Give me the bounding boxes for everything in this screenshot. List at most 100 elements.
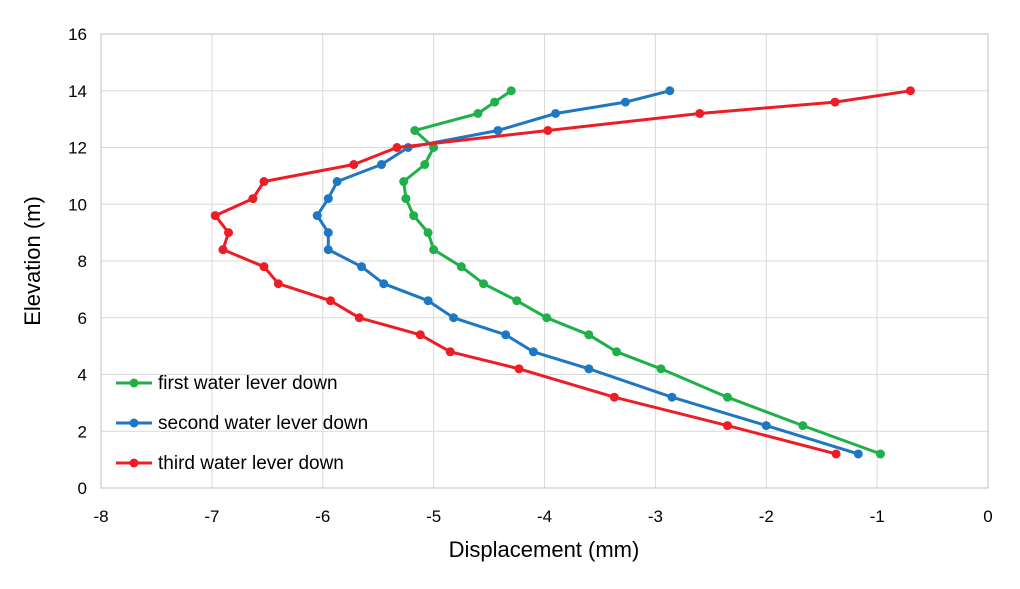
legend-entry-third: third water lever down (116, 453, 344, 474)
data-point (490, 97, 500, 107)
data-point (665, 86, 675, 96)
data-point (259, 262, 269, 272)
x-tick-label: -1 (870, 507, 885, 526)
y-tick-label: 0 (78, 479, 87, 498)
y-tick-label: 6 (78, 309, 87, 328)
data-point (349, 160, 359, 170)
data-point (798, 421, 808, 431)
data-point (551, 108, 561, 118)
data-point (445, 347, 455, 357)
data-point (612, 347, 622, 357)
legend-marker-first (129, 378, 139, 388)
data-point (905, 86, 915, 96)
series-2 (312, 86, 863, 459)
data-point (456, 262, 466, 272)
series-line (213, 89, 911, 456)
data-point (722, 392, 732, 402)
data-point (722, 421, 732, 431)
data-point (323, 228, 333, 238)
y-tick-label: 4 (78, 366, 87, 385)
data-point (273, 279, 283, 289)
legend-marker-second (129, 418, 139, 428)
data-point (423, 228, 433, 238)
data-point (401, 194, 411, 204)
data-point (392, 143, 402, 152)
data-point (323, 245, 333, 255)
data-point (512, 296, 522, 306)
legend-entry-first: first water lever down (116, 373, 338, 394)
data-point (259, 177, 269, 187)
data-point (224, 228, 234, 238)
data-point (528, 347, 538, 357)
data-point (695, 108, 705, 118)
data-point (410, 125, 420, 135)
series-3 (210, 86, 915, 459)
legend-label-second: second water lever down (158, 413, 368, 434)
data-point (473, 108, 483, 118)
data-point (875, 449, 885, 459)
data-point (584, 330, 594, 340)
data-point (761, 421, 771, 431)
y-tick-label: 8 (78, 252, 87, 271)
data-point (656, 364, 666, 374)
data-point (423, 296, 433, 306)
data-point (326, 296, 336, 306)
legend: first water lever down second water leve… (116, 373, 368, 474)
data-point (354, 313, 364, 323)
series-1 (399, 86, 885, 459)
x-tick-label: -6 (315, 507, 330, 526)
data-point (409, 211, 419, 221)
data-point (332, 177, 342, 187)
y-tick-label: 16 (68, 25, 87, 44)
x-axis-title: Displacement (mm) (449, 537, 640, 562)
legend-marker-third (129, 458, 139, 468)
gridlines (101, 34, 988, 488)
data-point (429, 245, 439, 255)
x-tick-label: -8 (93, 507, 108, 526)
y-tick-label: 12 (68, 139, 87, 158)
x-tick-label: -5 (426, 507, 441, 526)
data-point (377, 160, 387, 170)
data-point (830, 97, 840, 107)
y-tick-label: 14 (68, 82, 87, 101)
data-point (429, 143, 439, 152)
x-tick-label: -4 (537, 507, 552, 526)
data-point (506, 86, 516, 96)
y-tick-label: 2 (78, 422, 87, 441)
x-tick-label: -7 (204, 507, 219, 526)
data-point (379, 279, 389, 289)
series-line (402, 89, 882, 456)
x-axis-ticks: -8 -7 -6 -5 -4 -3 -2 -1 0 (93, 507, 992, 526)
data-point (357, 262, 367, 272)
data-point (667, 392, 677, 402)
x-tick-label: -3 (648, 507, 663, 526)
plot-area-frame (100, 33, 989, 489)
data-point (831, 449, 841, 459)
data-point (853, 449, 863, 459)
data-point (218, 245, 228, 255)
x-tick-label: 0 (983, 507, 992, 526)
series-layer (210, 86, 915, 459)
data-point (399, 177, 409, 187)
legend-entry-second: second water lever down (116, 413, 368, 434)
data-point (501, 330, 511, 340)
legend-label-third: third water lever down (158, 453, 344, 474)
y-axis-ticks: 0 2 4 6 8 10 12 14 16 (68, 25, 87, 498)
data-point (248, 194, 258, 204)
y-axis-title: Elevation (m) (20, 196, 45, 326)
data-point (312, 211, 322, 221)
data-point (584, 364, 594, 374)
y-tick-label: 10 (68, 195, 87, 214)
data-point (449, 313, 459, 323)
data-point (323, 194, 333, 204)
data-point (420, 160, 430, 170)
data-point (415, 330, 425, 340)
data-point (620, 97, 630, 107)
x-tick-label: -2 (759, 507, 774, 526)
data-point (609, 392, 619, 402)
data-point (514, 364, 524, 374)
data-point (543, 125, 553, 135)
data-point (210, 211, 220, 221)
data-point (542, 313, 552, 323)
